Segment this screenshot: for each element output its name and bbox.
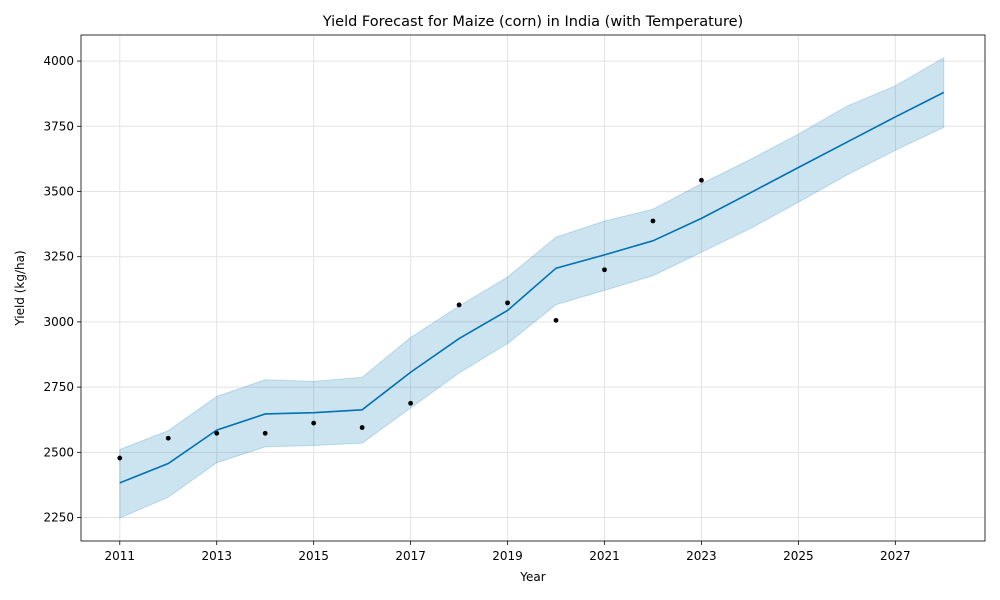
y-tick-label: 3250	[43, 250, 74, 264]
x-tick-label: 2021	[589, 549, 620, 563]
actual-point	[117, 455, 123, 461]
x-axis-ticks: 2011 2013 2015 2017 2019 2021 2023 2025 2027	[105, 541, 911, 563]
x-tick-label: 2013	[201, 549, 232, 563]
actual-point	[359, 425, 365, 430]
y-tick-label: 3000	[43, 315, 74, 329]
plot-frame	[80, 34, 986, 542]
actual-point	[165, 435, 171, 441]
actual-point	[408, 400, 414, 406]
confidence-band-layer	[119, 56, 945, 519]
actual-point	[456, 302, 462, 308]
y-axis-label: Yield (kg/ha)	[13, 250, 27, 326]
y-tick-label: 4000	[43, 54, 74, 68]
actual-point	[505, 300, 510, 306]
x-tick-label: 2011	[105, 549, 136, 563]
actual-point	[262, 430, 268, 436]
actual-point	[699, 177, 704, 183]
x-tick-label: 2023	[686, 549, 717, 563]
x-tick-label: 2017	[395, 549, 426, 563]
forecast-line-layer	[119, 91, 945, 484]
y-axis-ticks: 2250 2500 2750 3000 3250 3500 3750 4000	[43, 54, 81, 525]
actual-point	[214, 430, 220, 436]
y-tick-label: 3500	[43, 184, 74, 198]
actual-point	[602, 267, 607, 273]
x-tick-label: 2027	[880, 549, 911, 563]
actual-point	[311, 420, 317, 426]
y-tick-label: 2250	[43, 511, 74, 525]
x-axis-label: Year	[519, 570, 545, 584]
forecast-line	[119, 91, 945, 484]
grid	[81, 35, 985, 541]
actual-points-layer	[117, 177, 704, 461]
x-tick-label: 2015	[298, 549, 329, 563]
y-tick-label: 2500	[43, 445, 74, 459]
actual-point	[650, 218, 656, 224]
chart-title: Yield Forecast for Maize (corn) in India…	[322, 14, 743, 30]
x-tick-label: 2025	[783, 549, 814, 563]
actual-point	[553, 317, 559, 323]
confidence-band	[119, 56, 945, 519]
x-tick-label: 2019	[492, 549, 523, 563]
y-tick-label: 2750	[43, 380, 74, 394]
y-tick-label: 3750	[43, 119, 74, 133]
